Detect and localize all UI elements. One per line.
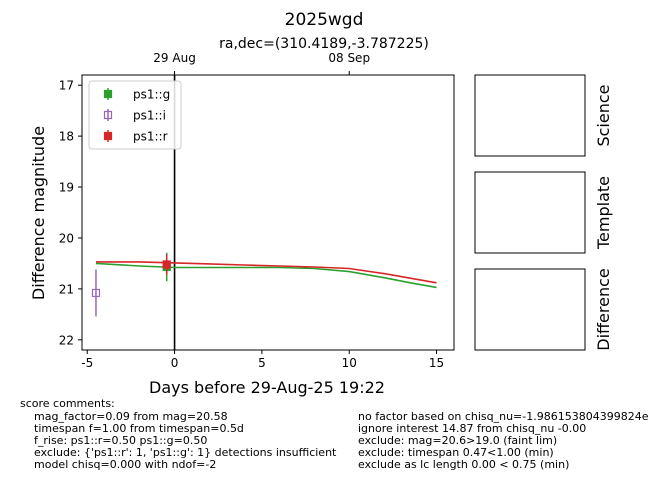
y-axis-label: Difference magnitude [29,126,48,300]
x-tick-label: 5 [258,356,266,370]
legend-label-ps1-i: ps1::i [133,109,166,123]
comment-line: mag_factor=0.09 from mag=20.58 [34,410,228,423]
y-tick-label: 19 [59,181,74,195]
comment-line: no factor based on chisq_nu=-1.986153804… [358,410,649,423]
model-curve-ps1-r [96,261,437,284]
cutout-label-template: Template [594,176,613,250]
legend-marker-ps1-r [103,131,113,141]
comment-line: model chisq=0.000 with ndof=-2 [34,458,217,471]
legend-label-ps1-r: ps1::r [133,130,168,144]
x-tick-label: -5 [81,356,93,370]
y-tick-label: 22 [59,333,74,347]
x-tick-label: 0 [171,356,179,370]
x-tick-label: 10 [342,356,357,370]
cutout-label-difference: Difference [594,268,613,350]
cutout-panel-difference [474,268,586,351]
x-tick-label: 15 [429,356,444,370]
model-curve-ps1-g [95,262,437,289]
comment-line: ignore interest 14.87 from chisq_nu -0.0… [358,422,587,435]
axes-frame [81,74,455,351]
legend-marker-ps1-g [103,89,113,99]
comment-line: timespan f=1.00 from timespan=0.5d [34,422,244,435]
cutout-panel-science [474,74,586,157]
top-date-tick-label: 29 Aug [153,51,196,65]
y-tick-label: 20 [59,231,74,245]
comment-line: exclude: {'ps1::r': 1, 'ps1::g': 1} dete… [34,446,337,459]
top-date-tick-label: 08 Sep [328,51,370,65]
cutout-label-science: Science [594,84,613,146]
x-axis-label: Days before 29-Aug-25 19:22 [149,378,385,397]
legend-marker-ps1-i [103,110,113,120]
legend-label-ps1-g: ps1::g [133,88,170,102]
comment-line: exclude: mag=20.6>19.0 (faint lim) [358,434,558,447]
cutout-panels: Science Template Difference [474,74,613,351]
y-tick-label: 17 [59,79,74,93]
comment-line: f_rise: ps1::r=0.50 ps1::g=0.50 [34,434,208,447]
chart-title: 2025wgd [285,10,364,30]
data-point-ps1-r [162,260,171,269]
data-point-ps1-i [91,288,101,298]
comment-line: exclude as lc length 0.00 < 0.75 (min) [358,458,570,471]
cutout-panel-template [474,171,586,254]
chart-subtitle: ra,dec=(310.4189,-3.787225) [219,36,429,52]
y-tick-label: 18 [59,130,74,144]
comment-line: exclude: timespan 0.47<1.00 (min) [358,446,554,459]
score-comments-header: score comments: [20,397,115,410]
y-tick-label: 21 [59,282,74,296]
